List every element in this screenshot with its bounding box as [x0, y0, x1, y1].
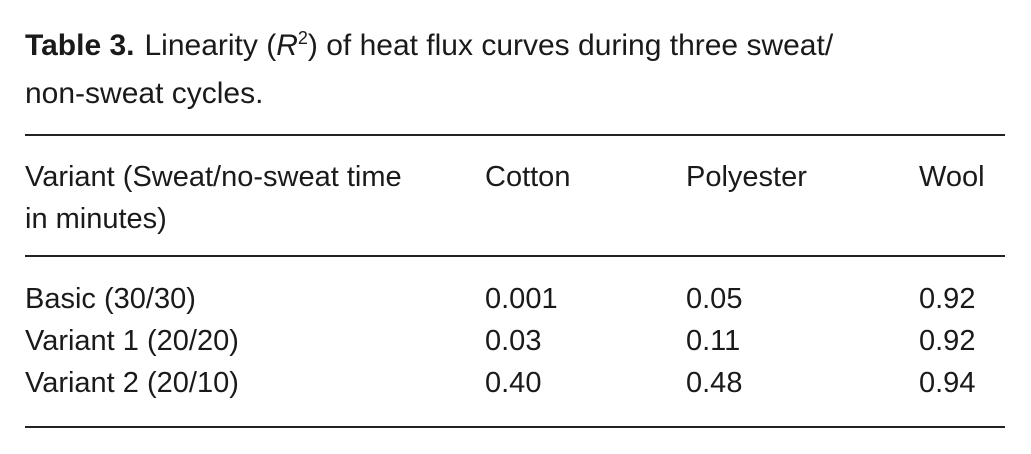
- header-cell: Variant (Sweat/no-sweat time in minutes): [25, 161, 402, 235]
- header-cell: Polyester: [686, 161, 807, 193]
- table-row: Variant 2 (20/10) 0.40 0.48 0.94: [25, 362, 1005, 404]
- table-cell: 0.94: [919, 367, 976, 399]
- table-cell: 0.92: [919, 283, 976, 315]
- caption: Table 3. Linearity (R2) of heat flux curv…: [25, 22, 1015, 118]
- table-row: Basic (30/30) 0.001 0.05 0.92: [25, 278, 1005, 320]
- caption-symbol: R: [276, 29, 298, 62]
- caption-superscript: 2: [297, 28, 308, 48]
- table-cell: 0.001: [485, 283, 558, 315]
- table-cell: 0.05: [686, 283, 743, 315]
- caption-text: ) of heat flux curves during three sweat…: [307, 29, 834, 62]
- header-row: Variant (Sweat/no-sweat time in minutes)…: [25, 156, 1005, 278]
- table-body: Basic (30/30) 0.001 0.05 0.92 Variant 1 (20/…: [25, 278, 1005, 404]
- mid-rule: [25, 255, 1005, 257]
- bottom-rule: [25, 426, 1005, 428]
- caption-label: Table 3.: [25, 29, 135, 62]
- caption-text: Linearity (: [144, 29, 277, 62]
- data-table: Variant (Sweat/no-sweat time in minutes)…: [25, 156, 1005, 404]
- table-cell: 0.03: [485, 325, 542, 357]
- table-cell: 0.11: [686, 325, 741, 357]
- table-cell: Variant 2 (20/10): [25, 367, 239, 399]
- table-cell: 0.40: [485, 367, 542, 399]
- table-cell: Basic (30/30): [25, 283, 196, 315]
- table-cell: 0.92: [919, 325, 976, 357]
- caption-text: non-sweat cycles.: [25, 77, 264, 110]
- header-cell: Cotton: [485, 161, 571, 193]
- top-rule: [25, 134, 1005, 136]
- table-cell: Variant 1 (20/20): [25, 325, 239, 357]
- table-row: Variant 1 (20/20) 0.03 0.11 0.92: [25, 320, 1005, 362]
- header-cell: Wool: [919, 161, 985, 193]
- table-cell: 0.48: [686, 367, 743, 399]
